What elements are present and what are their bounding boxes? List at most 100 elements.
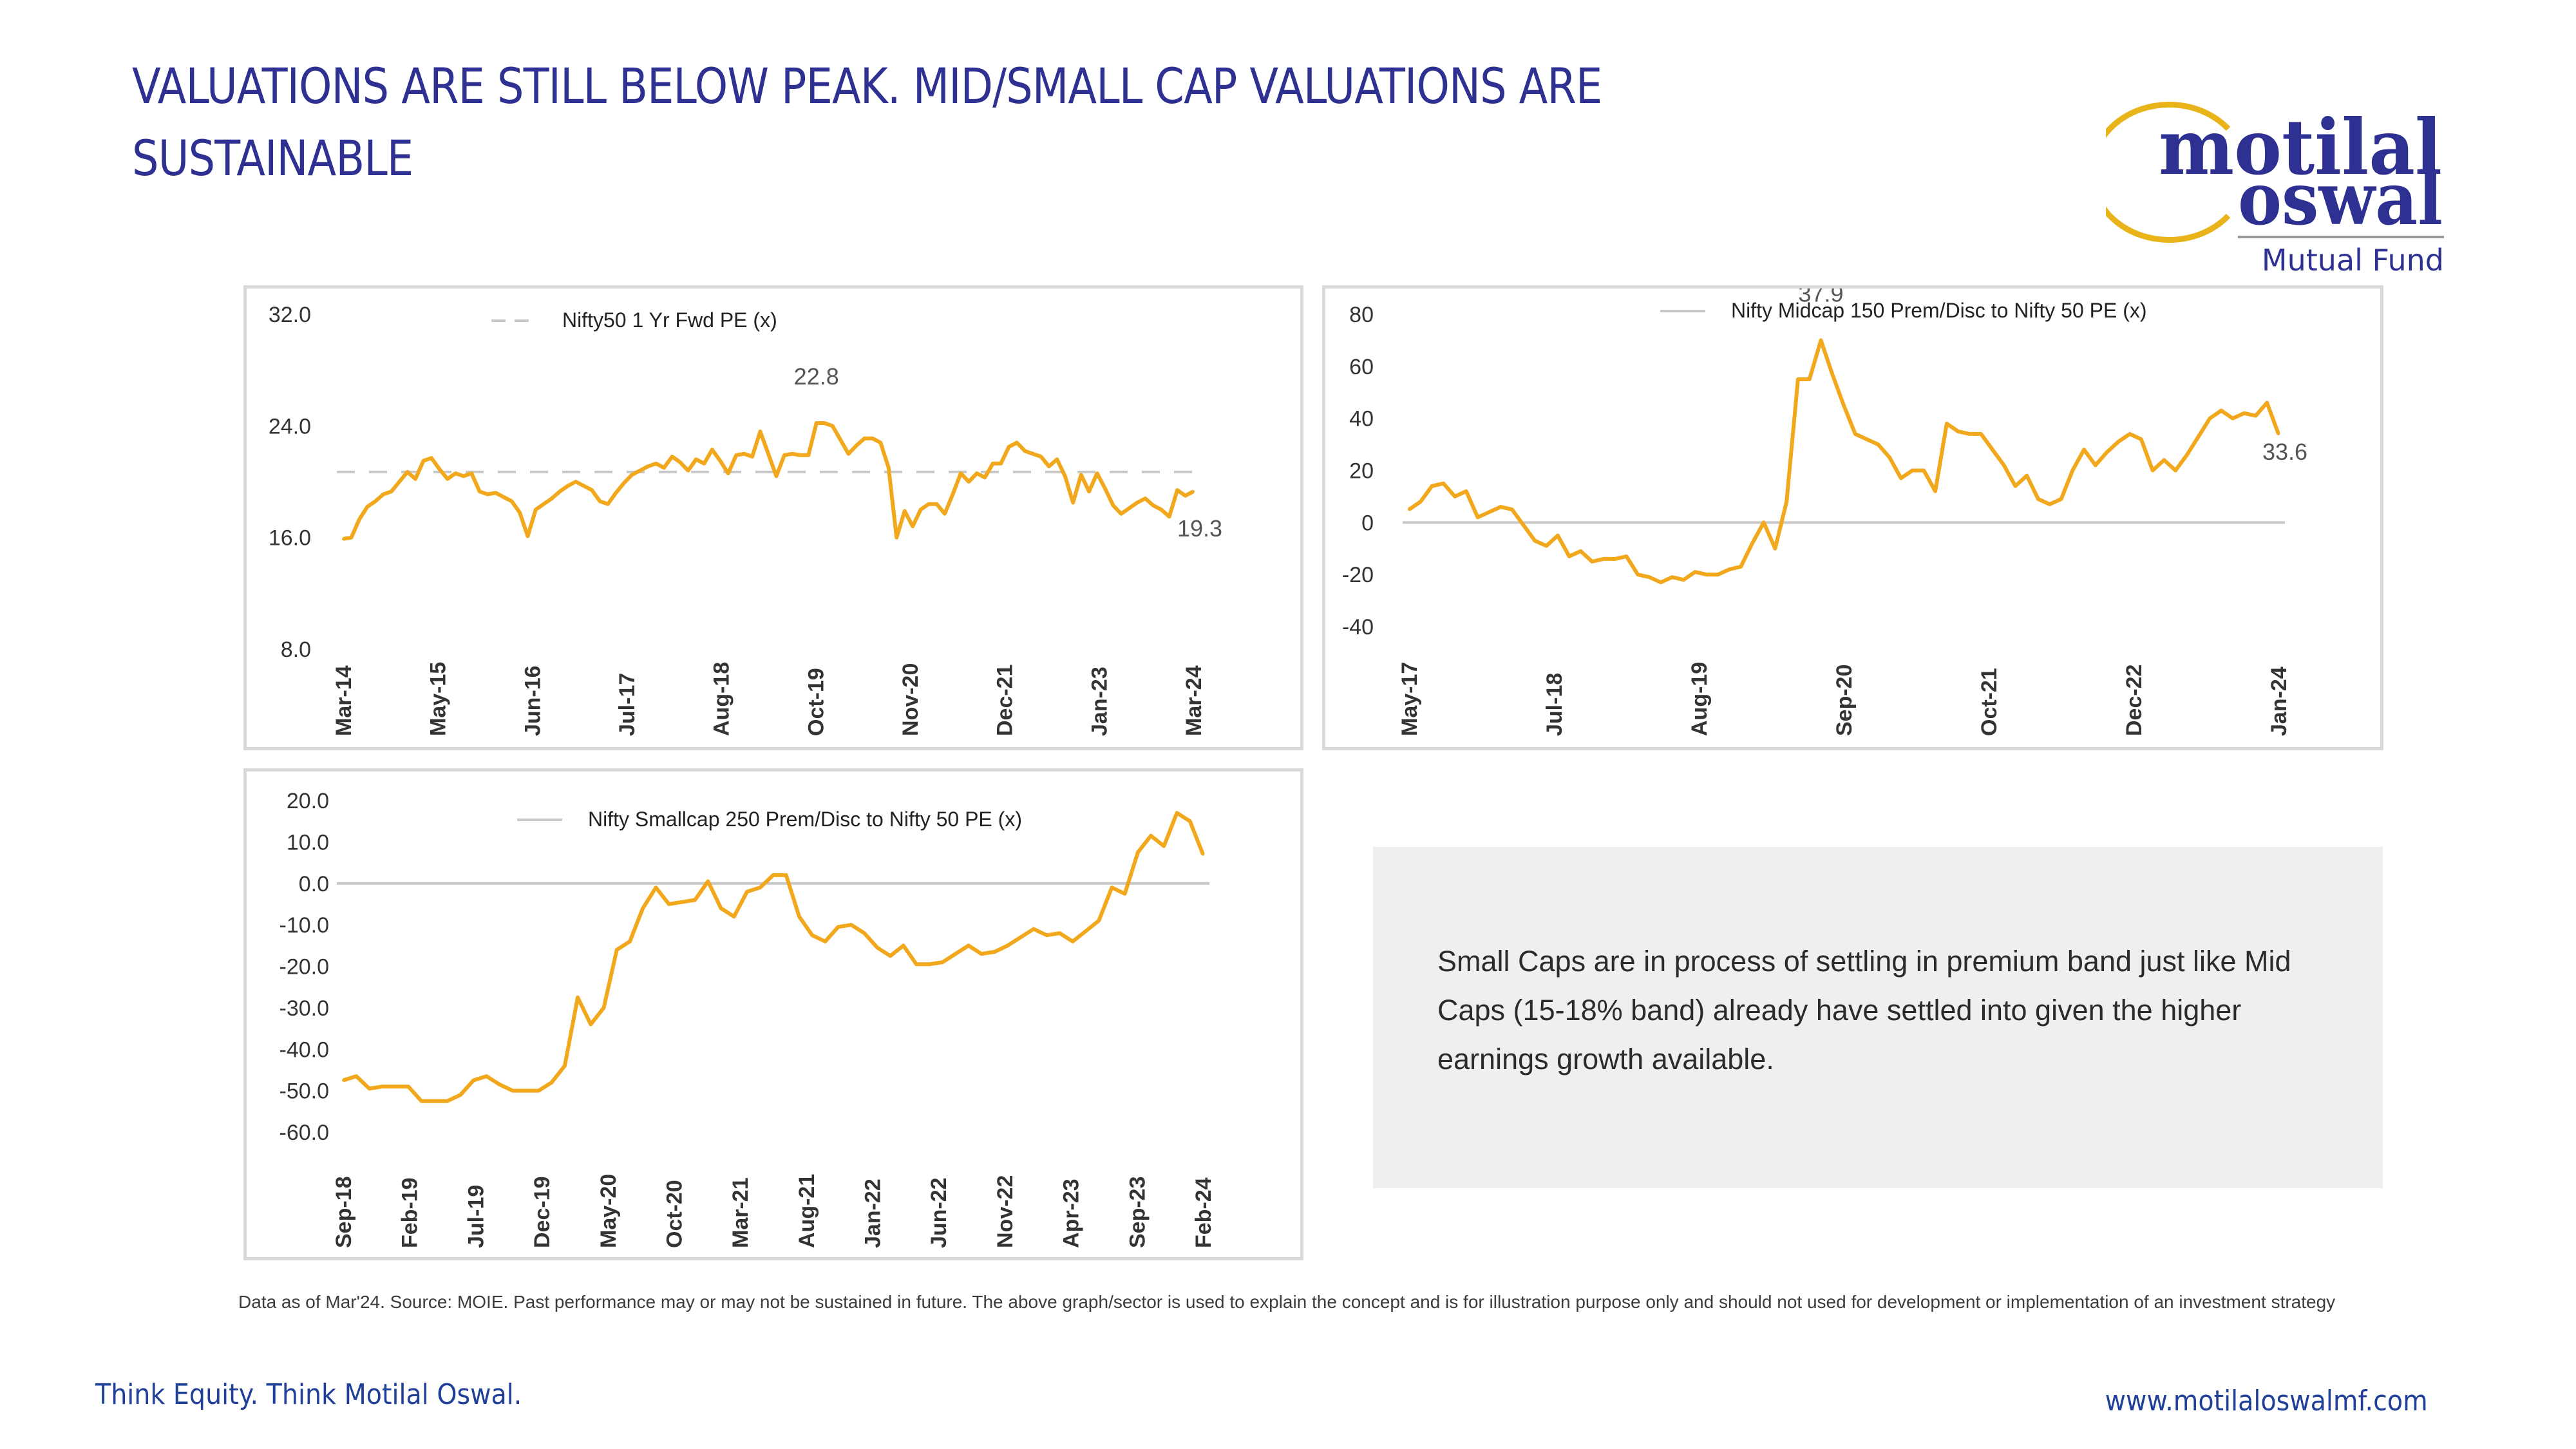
data-point <box>951 493 954 496</box>
data-point <box>710 448 714 451</box>
data-point <box>791 452 794 455</box>
y-tick-label: 80 <box>1349 303 1374 327</box>
motilal-oswal-logo: motilal oswal Mutual Fund <box>2088 77 2492 283</box>
y-tick-label: 0 <box>1361 511 1374 535</box>
x-tick-label: Sep-18 <box>332 1177 356 1249</box>
x-tick-label: May-17 <box>1397 662 1422 736</box>
data-point <box>494 491 497 495</box>
data-point <box>470 472 473 475</box>
data-point <box>654 462 658 465</box>
data-point <box>390 490 393 493</box>
data-point <box>679 460 682 464</box>
footer-website-link[interactable]: www.motilaloswalmf.com <box>2105 1385 2428 1417</box>
logo-oswal: oswal <box>2238 157 2443 242</box>
data-point <box>1123 892 1126 895</box>
data-point <box>422 459 425 462</box>
logo-mutual-fund: Mutual Fund <box>2262 243 2444 278</box>
data-point <box>1058 932 1061 934</box>
y-tick-label: 24.0 <box>269 414 311 439</box>
data-point <box>941 961 944 964</box>
data-point <box>1934 489 1937 493</box>
data-point <box>1819 339 1823 342</box>
data-point <box>576 996 580 999</box>
nifty50-pe-chart: 32.0 24.0 16.0 8.0 Mar-14 May-15 Jun-16 Jul-17 A… <box>243 285 1303 750</box>
slide-title: VALUATIONS ARE STILL BELOW PEAK. MID/SMA… <box>132 57 1602 187</box>
data-point <box>2071 469 2074 472</box>
x-tick-label: Dec-19 <box>530 1176 554 1248</box>
data-point <box>1991 448 1994 451</box>
data-point <box>772 873 775 876</box>
data-point <box>629 940 631 943</box>
data-point <box>1032 927 1036 931</box>
data-point <box>1047 465 1050 468</box>
data-point <box>430 457 433 460</box>
data-point <box>1160 508 1163 511</box>
x-tick-label: Feb-24 <box>1191 1177 1216 1248</box>
data-point <box>2094 464 2097 467</box>
data-point <box>1110 886 1113 889</box>
data-point <box>735 453 738 457</box>
data-point <box>943 512 946 515</box>
data-point <box>1785 500 1788 503</box>
y-tick-label: 20 <box>1349 459 1374 484</box>
data-point <box>1636 573 1640 576</box>
data-point <box>983 476 987 479</box>
data-point <box>849 923 853 927</box>
data-point <box>537 1089 540 1092</box>
data-point <box>954 952 957 956</box>
logo-motilal: motilal <box>2159 102 2442 192</box>
data-point <box>486 493 489 496</box>
data-point <box>799 453 802 457</box>
y-tick-label: -50.0 <box>279 1079 330 1104</box>
data-point <box>446 477 449 480</box>
data-point <box>438 468 441 471</box>
data-point <box>759 430 762 433</box>
data-point <box>2128 432 2132 435</box>
data-point <box>855 444 858 447</box>
data-point <box>563 1065 566 1067</box>
data-point <box>831 424 834 428</box>
data-point <box>1175 811 1179 815</box>
data-point <box>2242 412 2246 415</box>
midcap-premium-chart: 80 60 40 20 0 -20 -40 May-17 Jul-18 Aug-19 Sep-20 O… <box>1322 285 2383 750</box>
data-point <box>2036 497 2040 500</box>
data-point <box>1144 497 1147 500</box>
data-point <box>582 484 585 488</box>
data-point <box>472 1079 475 1082</box>
midcap-premium-chart-svg: 80 60 40 20 0 -20 -40 May-17 Jul-18 Aug-19 Sep-20 O… <box>1342 289 2307 736</box>
legend-label: Nifty Smallcap 250 Prem/Disc to Nifty 50… <box>588 808 1022 831</box>
data-point <box>663 466 666 469</box>
y-tick-label: 40 <box>1349 407 1374 431</box>
data-point <box>2266 401 2269 404</box>
data-point <box>1151 504 1155 507</box>
data-point <box>1192 490 1195 493</box>
data-point <box>1135 501 1139 504</box>
data-point <box>919 508 922 511</box>
data-point <box>784 873 788 876</box>
data-point <box>911 525 914 528</box>
legend-label: Nifty50 1 Yr Fwd PE (x) <box>562 308 777 332</box>
data-point <box>823 422 826 424</box>
x-tick-label: Jun-16 <box>520 665 545 736</box>
data-point <box>350 536 353 539</box>
data-point <box>797 915 800 918</box>
data-point <box>1648 576 1651 579</box>
data-point <box>550 1081 553 1084</box>
data-point <box>1079 473 1083 477</box>
data-point <box>2105 451 2108 454</box>
data-point <box>589 1023 592 1026</box>
data-point <box>406 470 409 473</box>
data-point <box>1522 524 1525 527</box>
data-point <box>407 1085 410 1088</box>
data-point <box>991 462 994 465</box>
x-tick-label: Jul-17 <box>615 673 639 736</box>
data-point <box>614 491 618 495</box>
data-point <box>1499 506 1502 509</box>
data-point <box>915 963 918 966</box>
data-point <box>638 469 641 472</box>
data-point <box>357 518 361 521</box>
data-point <box>1430 484 1434 488</box>
data-point <box>889 954 892 958</box>
data-point <box>498 1083 501 1086</box>
data-point <box>694 458 697 461</box>
